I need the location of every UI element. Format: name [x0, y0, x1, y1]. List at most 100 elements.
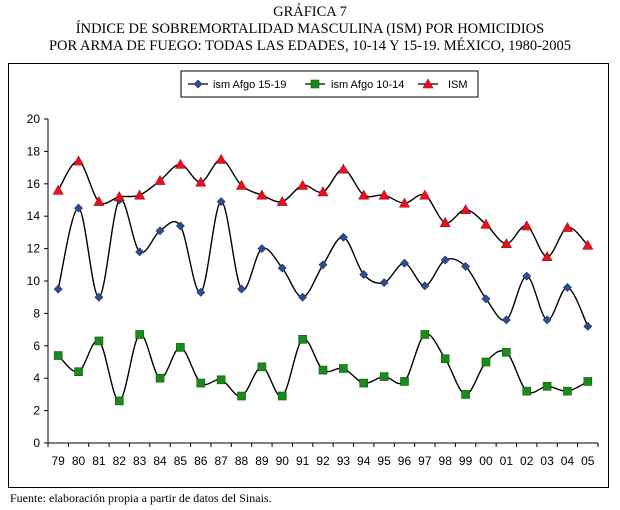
data-point: [257, 362, 267, 372]
data-point: [155, 373, 165, 383]
y-tick-label: 2: [33, 404, 40, 418]
data-point: [358, 189, 370, 200]
y-tick-label: 16: [27, 177, 41, 191]
data-point: [174, 158, 186, 169]
data-point: [440, 354, 450, 364]
data-point: [338, 232, 348, 242]
data-point: [583, 377, 593, 386]
data-point: [440, 255, 450, 265]
x-tick-label: 00: [479, 454, 493, 468]
data-point: [563, 283, 572, 292]
data-point: [277, 391, 287, 401]
data-point: [134, 189, 146, 200]
data-point: [94, 292, 104, 302]
data-point: [461, 261, 471, 271]
data-point: [298, 335, 307, 344]
data-point: [277, 263, 287, 273]
x-tick-label: 05: [581, 454, 595, 468]
data-point: [176, 343, 185, 352]
legend-marker: [310, 79, 320, 89]
data-point: [196, 378, 206, 388]
chart-title-line-2: POR ARMA DE FUEGO: TODAS LAS EDADES, 10-…: [48, 38, 572, 54]
data-point: [481, 294, 491, 304]
x-tick-label: 93: [337, 454, 351, 468]
data-point: [195, 176, 207, 187]
data-point: [318, 365, 328, 375]
y-tick-label: 20: [27, 112, 41, 126]
data-point: [135, 247, 145, 257]
y-tick-label: 8: [33, 306, 40, 320]
source-note: Fuente: elaboración propia a partir de d…: [10, 491, 272, 505]
data-point: [74, 203, 83, 213]
data-point: [73, 155, 85, 166]
data-point: [561, 221, 573, 232]
x-tick-label: 80: [72, 454, 86, 468]
data-point: [359, 270, 369, 279]
data-point: [500, 238, 512, 249]
data-point: [317, 186, 329, 197]
x-tick-label: 85: [174, 454, 188, 468]
legend-item: ism Afgo 15-19: [188, 79, 286, 91]
data-point: [400, 377, 409, 386]
data-point: [379, 372, 389, 381]
data-point: [501, 315, 511, 325]
y-tick-label: 18: [27, 144, 41, 158]
x-tick-label: 90: [276, 454, 290, 468]
data-point: [154, 174, 166, 185]
data-point: [420, 281, 430, 291]
x-tick-label: 83: [133, 454, 147, 468]
x-tick-label: 03: [540, 454, 554, 468]
y-tick-label: 12: [27, 242, 41, 256]
data-point: [502, 347, 511, 357]
data-point: [175, 221, 185, 231]
series-diamond: [53, 195, 593, 331]
x-tick-label: 81: [92, 454, 106, 468]
data-point: [582, 239, 594, 250]
x-tick-label: 02: [520, 454, 534, 468]
x-tick-label: 92: [316, 454, 330, 468]
data-point: [522, 386, 532, 396]
data-point: [400, 258, 409, 268]
data-point: [298, 292, 308, 302]
legend-item: ism Afgo 10-14: [305, 79, 404, 91]
chart-title-line-1: ÍNDICE DE SOBREMORTALIDAD MASCULINA (ISM…: [75, 21, 545, 37]
data-point: [276, 196, 288, 206]
legend-label: ISM: [448, 79, 468, 91]
data-point: [94, 336, 104, 346]
x-tick-label: 87: [214, 454, 228, 468]
data-point: [563, 386, 572, 396]
legend: ism Afgo 15-19 ism Afgo 10-14 ISM: [180, 70, 479, 98]
x-tick-label: 88: [235, 454, 249, 468]
data-point: [52, 184, 64, 195]
data-point: [74, 367, 83, 377]
legend-label: ism Afgo 10-14: [331, 79, 404, 91]
series-triangle: [52, 153, 594, 262]
data-point: [155, 226, 165, 236]
chart-frame: [8, 63, 609, 488]
data-point: [481, 357, 491, 367]
data-point: [542, 315, 552, 325]
data-point: [216, 197, 226, 207]
legend-item: ISM: [418, 78, 468, 91]
x-tick-label: 84: [153, 454, 167, 468]
x-tick-label: 94: [357, 454, 371, 468]
data-point: [541, 251, 553, 262]
x-tick-label: 98: [439, 454, 453, 468]
y-tick-label: 14: [27, 209, 41, 223]
data-point: [460, 204, 472, 215]
data-point: [420, 330, 430, 339]
series-square: [53, 330, 593, 406]
data-point: [113, 191, 125, 202]
x-tick-label: 79: [52, 454, 66, 468]
data-point: [359, 378, 369, 388]
x-tick-label: 04: [561, 454, 575, 468]
data-point: [461, 390, 470, 399]
data-point: [114, 396, 124, 406]
data-point: [53, 284, 63, 294]
legend-label: ism Afgo 15-19: [213, 79, 286, 91]
data-point: [522, 271, 532, 281]
data-point: [521, 220, 533, 231]
figure-label: GRÁFICA 7: [273, 4, 347, 20]
y-tick-label: 4: [33, 371, 40, 385]
data-point: [339, 364, 348, 373]
